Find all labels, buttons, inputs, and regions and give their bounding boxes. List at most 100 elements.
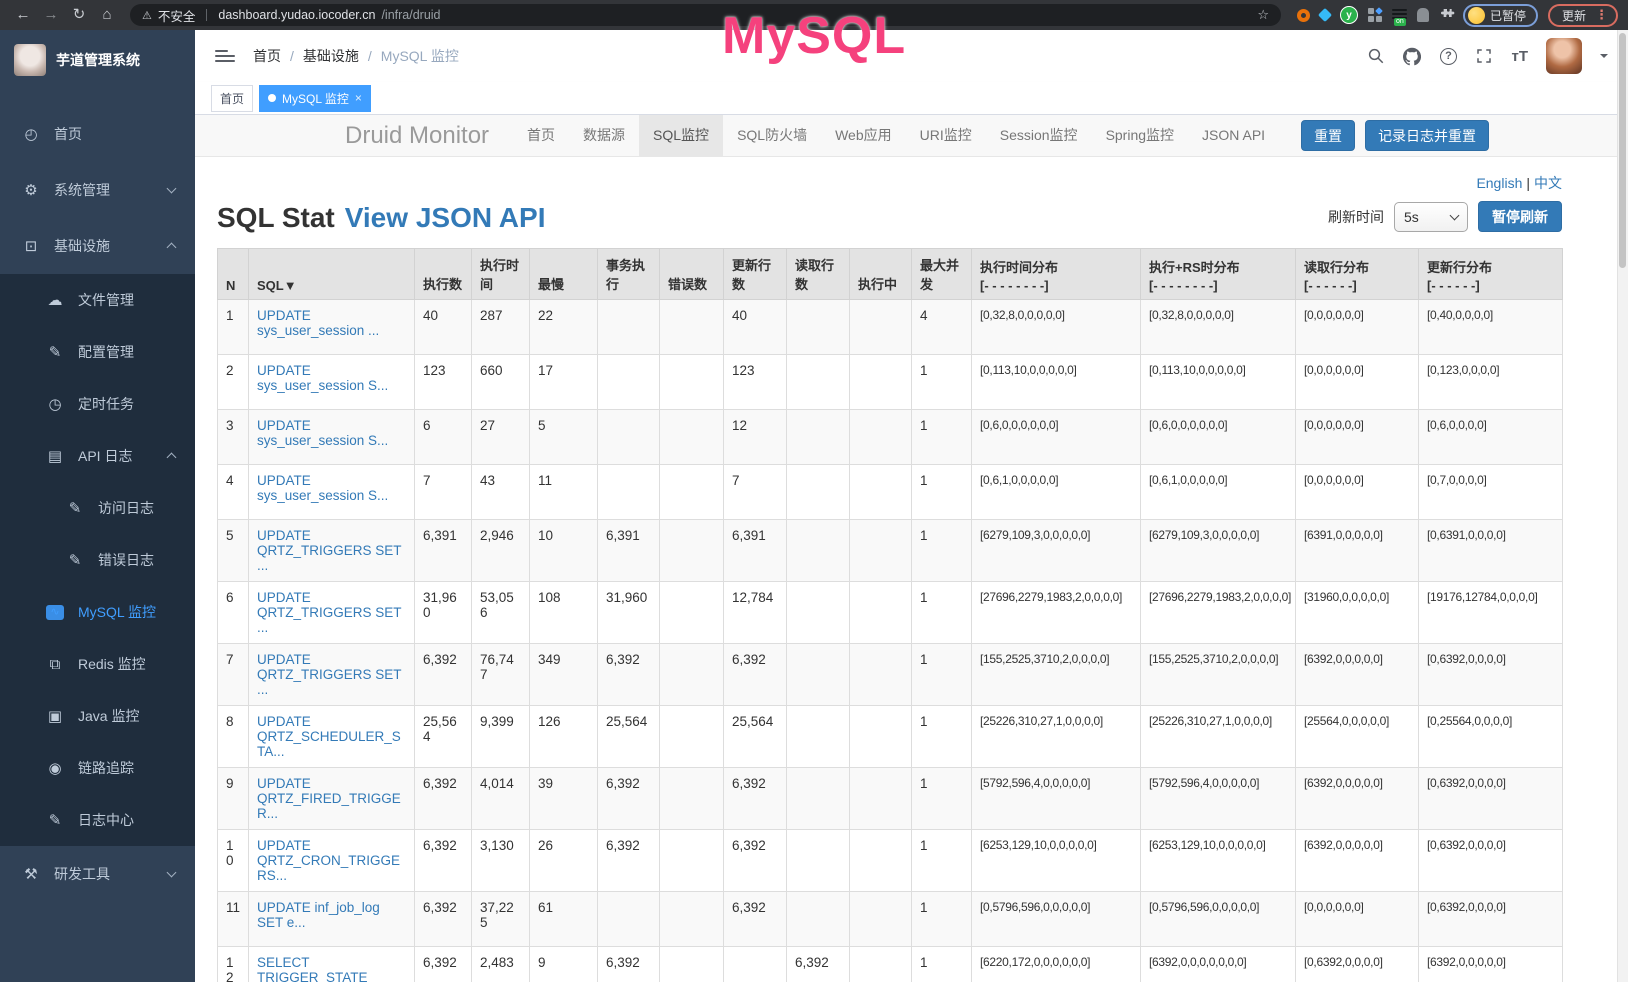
druid-brand[interactable]: Druid Monitor <box>345 121 490 149</box>
breadcrumb-item[interactable]: 基础设施 <box>302 48 359 64</box>
scrollbar-thumb[interactable] <box>1619 33 1626 268</box>
search-icon[interactable] <box>1367 47 1385 65</box>
druid-nav-item[interactable]: JSON API <box>1202 127 1266 143</box>
sql-link[interactable]: UPDATE sys_user_session ... <box>257 308 380 338</box>
sidebar-item-trace[interactable]: ◉ 链路追踪 <box>0 742 195 794</box>
column-header[interactable]: 执行+RS时分布 [- - - - - - - -] <box>1140 248 1296 300</box>
sidebar-item-error-log[interactable]: ✎ 错误日志 <box>0 534 195 586</box>
refresh-interval-select[interactable]: 5s <box>1394 201 1468 232</box>
address-bar[interactable]: ⚠ 不安全 dashboard.yudao.iocoder.cn/infra/d… <box>130 4 1281 26</box>
sql-link[interactable]: UPDATE QRTZ_TRIGGERS SET ... <box>257 528 402 573</box>
druid-nav-item[interactable]: Spring监控 <box>1105 127 1175 143</box>
sidebar-collapse-icon[interactable] <box>215 50 235 62</box>
fullscreen-icon[interactable] <box>1475 47 1493 65</box>
column-header[interactable]: 读取行数 <box>786 248 850 300</box>
update-rows: 123 <box>723 354 787 410</box>
sql-link[interactable]: UPDATE sys_user_session S... <box>257 418 389 448</box>
sidebar-item-log-center[interactable]: ✎ 日志中心 <box>0 794 195 846</box>
column-header[interactable]: 执行数 <box>414 248 472 300</box>
sidebar-item-gear[interactable]: ⚙ 系统管理 <box>0 162 195 218</box>
extension-green-y-icon[interactable]: y <box>1339 6 1358 24</box>
forward-icon[interactable]: → <box>43 6 59 23</box>
column-header[interactable]: 执行中 <box>849 248 912 300</box>
extension-orange-donut-icon[interactable] <box>1296 8 1310 22</box>
font-size-icon[interactable]: тT <box>1511 47 1528 65</box>
browser-update-chip[interactable]: 更新 ⋮ <box>1547 3 1618 27</box>
tab-active[interactable]: MySQL 监控 × <box>259 84 371 112</box>
column-header[interactable]: 执行时间分布 [- - - - - - - -] <box>971 248 1141 300</box>
browser-profile-chip[interactable]: 已暂停 <box>1462 3 1538 27</box>
bookmark-star-icon[interactable]: ☆ <box>1257 7 1269 22</box>
druid-nav-item[interactable]: SQL监控 <box>639 115 724 156</box>
druid-nav-item[interactable]: 首页 <box>527 127 556 143</box>
reset-button[interactable]: 重置 <box>1301 120 1356 151</box>
sidebar-item-dev-tools[interactable]: ⚒ 研发工具 <box>0 846 195 902</box>
druid-nav-item[interactable]: SQL防火墙 <box>737 127 808 143</box>
sql-link[interactable]: UPDATE sys_user_session S... <box>257 473 389 503</box>
back-icon[interactable]: ← <box>15 6 31 23</box>
help-icon[interactable]: ? <box>1439 47 1457 65</box>
home-icon[interactable]: ⌂ <box>102 6 112 23</box>
sql-link[interactable]: UPDATE QRTZ_CRON_TRIGGERS... <box>257 838 401 883</box>
column-header[interactable]: 更新行数 <box>723 248 787 300</box>
sidebar-item-dashboard[interactable]: ◴ 首页 <box>0 106 195 162</box>
sql-link[interactable]: SELECT TRIGGER_STATE <box>257 955 368 982</box>
column-header[interactable]: 执行时间 <box>471 248 530 300</box>
sidebar-item-api-log[interactable]: ▤ API 日志 <box>0 430 195 482</box>
column-header[interactable]: N <box>217 248 249 300</box>
extension-grid-icon[interactable] <box>1367 7 1383 22</box>
extension-blue-gem-icon[interactable] <box>1317 7 1333 23</box>
browser-menu-icon[interactable]: ⋮ <box>1595 7 1608 22</box>
extension-list-icon[interactable]: on <box>1391 8 1407 26</box>
sql-link[interactable]: UPDATE sys_user_session S... <box>257 363 389 393</box>
druid-nav-item[interactable]: Session监控 <box>999 127 1078 143</box>
fetch-rows <box>786 464 850 520</box>
user-avatar[interactable] <box>1546 38 1582 74</box>
sidebar-item-timer[interactable]: ◷ 定时任务 <box>0 378 195 430</box>
sidebar-item-access-log[interactable]: ✎ 访问日志 <box>0 482 195 534</box>
header-icons: ? тT <box>1367 38 1608 74</box>
sql-link[interactable]: UPDATE inf_job_log SET e... <box>257 900 380 930</box>
github-icon[interactable] <box>1403 47 1422 65</box>
druid-nav-item[interactable]: 数据源 <box>583 127 626 143</box>
sidebar-item-file-upload[interactable]: ☁ 文件管理 <box>0 274 195 326</box>
scrollbar-track[interactable] <box>1617 30 1628 982</box>
lang-english-link[interactable]: English <box>1476 175 1523 191</box>
extension-ghost-icon[interactable] <box>1416 8 1429 22</box>
sql-link[interactable]: UPDATE QRTZ_FIRED_TRIGGER... <box>257 776 401 821</box>
breadcrumb-item[interactable]: 首页 <box>253 48 281 64</box>
sidebar-item-java-monitor[interactable]: ▣ Java 监控 <box>0 690 195 742</box>
column-header[interactable]: 错误数 <box>659 248 724 300</box>
sidebar-item-redis-monitor[interactable]: ⧉ Redis 监控 <box>0 638 195 690</box>
close-icon[interactable]: × <box>354 91 362 105</box>
tab-item[interactable]: 首页 <box>211 84 254 112</box>
pause-refresh-button[interactable]: 暂停刷新 <box>1478 201 1562 232</box>
slowest: 108 <box>529 581 598 644</box>
column-header[interactable]: SQL▼ <box>248 248 415 300</box>
column-label: 更新行分布 <box>1427 260 1493 275</box>
druid-nav-item[interactable]: Web应用 <box>835 127 892 143</box>
security-label[interactable]: 不安全 <box>157 9 196 24</box>
view-json-api-link[interactable]: View JSON API <box>344 202 546 233</box>
sql-link[interactable]: UPDATE QRTZ_TRIGGERS SET ... <box>257 652 402 697</box>
druid-nav-item[interactable]: URI监控 <box>919 127 972 143</box>
exec-time: 76,747 <box>471 643 530 706</box>
sidebar-item-mysql-monitor[interactable]: ∿ MySQL 监控 <box>0 586 195 638</box>
app-logo-row[interactable]: 芋道管理系统 <box>0 30 195 90</box>
column-header[interactable]: 读取行分布 [- - - - - -] <box>1295 248 1419 300</box>
sql-link[interactable]: UPDATE QRTZ_SCHEDULER_STA... <box>257 714 401 759</box>
column-header[interactable]: 最慢 <box>529 248 598 300</box>
reload-icon[interactable]: ↻ <box>72 6 86 23</box>
sql-link[interactable]: UPDATE QRTZ_TRIGGERS SET ... <box>257 590 402 635</box>
column-header[interactable]: 更新行分布 [- - - - - -] <box>1418 248 1563 300</box>
sidebar-item-infrastructure[interactable]: ⊡ 基础设施 <box>0 218 195 274</box>
sidebar-item-config-edit[interactable]: ✎ 配置管理 <box>0 326 195 378</box>
extensions-puzzle-icon[interactable] <box>1439 7 1455 23</box>
row-index: 8 <box>217 705 249 768</box>
lang-chinese-link[interactable]: 中文 <box>1534 175 1562 191</box>
column-header[interactable]: 最大并发 <box>911 248 972 300</box>
user-menu-caret-icon[interactable] <box>1600 54 1608 62</box>
running <box>849 705 912 768</box>
log-and-reset-button[interactable]: 记录日志并重置 <box>1365 120 1490 151</box>
column-header[interactable]: 事务执行 <box>597 248 660 300</box>
